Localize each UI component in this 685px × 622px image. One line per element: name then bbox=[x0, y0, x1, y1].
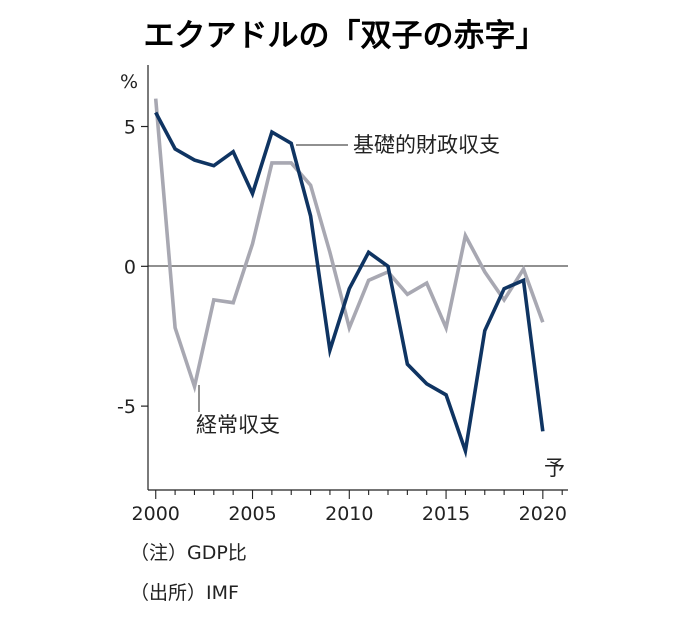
primary-balance-label: 基礎的財政収支 bbox=[353, 133, 500, 157]
x-tick-label: 2005 bbox=[228, 503, 276, 525]
primary-balance-annotation: 基礎的財政収支 bbox=[296, 133, 500, 157]
y-tick-label: 0 bbox=[124, 256, 136, 278]
note-source: （出所）IMF bbox=[130, 582, 239, 604]
x-tick-label: 2010 bbox=[325, 503, 373, 525]
x-tick-label: 2015 bbox=[422, 503, 470, 525]
current-account-annotation: 経常収支 bbox=[196, 385, 280, 437]
x-tick-label: 2000 bbox=[132, 503, 180, 525]
y-unit-label: % bbox=[120, 71, 138, 93]
x-ticks: 2000 2005 2010 2015 2020 bbox=[132, 490, 567, 525]
note-gdp-ratio: （注）GDP比 bbox=[130, 542, 247, 564]
x-tick-label: 2020 bbox=[519, 503, 567, 525]
y-ticks: 5 0 -5 bbox=[117, 117, 148, 418]
y-tick-label: -5 bbox=[117, 396, 136, 418]
forecast-label: 予 bbox=[544, 456, 565, 480]
chart-title: エクアドルの「双子の赤字」 bbox=[144, 18, 547, 54]
primary-balance-line bbox=[154, 111, 545, 459]
current-account-label: 経常収支 bbox=[196, 413, 280, 437]
series-layer bbox=[153, 98, 545, 459]
y-tick-label: 5 bbox=[124, 117, 136, 139]
current-account-line bbox=[153, 98, 545, 394]
